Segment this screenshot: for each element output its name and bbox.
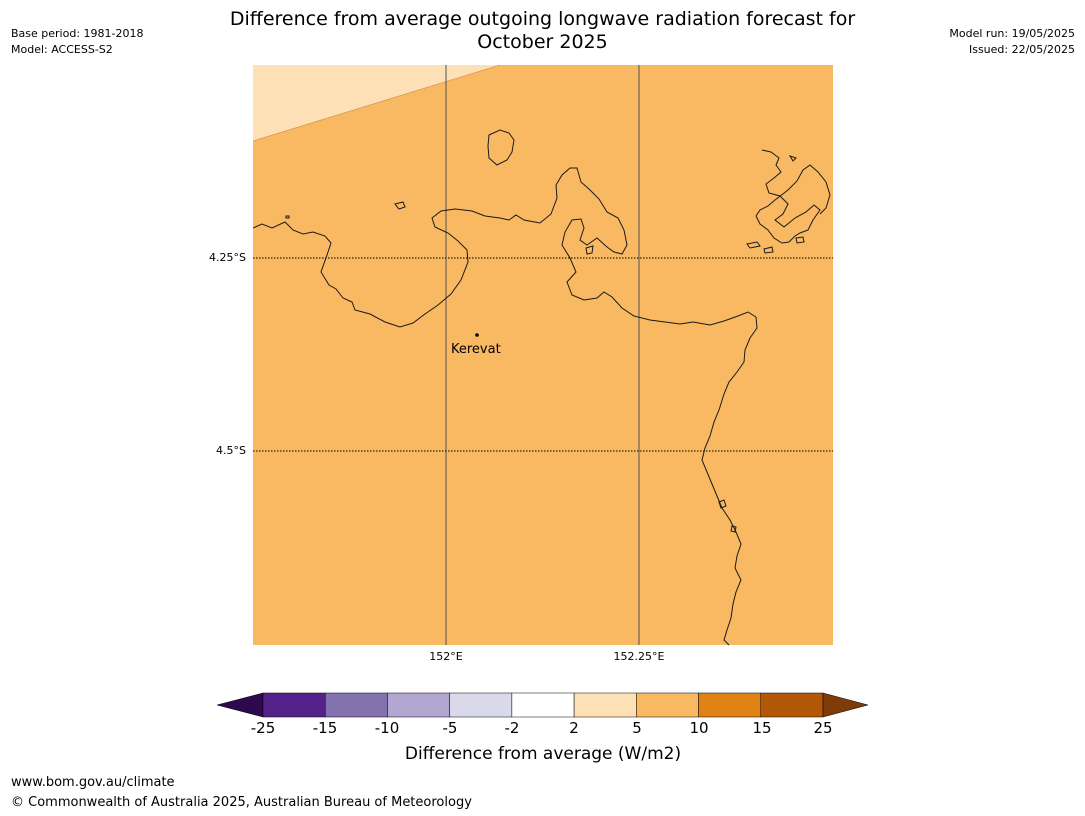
light-shade-boundary bbox=[252, 64, 501, 142]
coastline bbox=[252, 129, 831, 646]
footer-copyright: © Commonwealth of Australia 2025, Austra… bbox=[11, 795, 472, 810]
colorbar-tick-label: 25 bbox=[813, 719, 833, 737]
colorbar bbox=[216, 692, 869, 718]
lon-label-152-25e: 152.25°E bbox=[613, 650, 665, 663]
map-background-shade bbox=[253, 65, 833, 645]
colorbar-label: Difference from average (W/m2) bbox=[404, 744, 682, 764]
colorbar-swatch bbox=[449, 692, 513, 718]
islet-small-2 bbox=[285, 215, 290, 219]
header-right: Model run: 19/05/2025 Issued: 22/05/2025 bbox=[949, 26, 1075, 58]
colorbar-extend-high bbox=[822, 692, 869, 718]
colorbar-tick-label: -15 bbox=[312, 719, 338, 737]
footer-url: www.bom.gov.au/climate bbox=[11, 775, 175, 790]
colorbar-tick-label: -5 bbox=[442, 719, 458, 737]
header-left: Base period: 1981-2018 Model: ACCESS-S2 bbox=[11, 26, 143, 58]
islet-coast-2 bbox=[730, 525, 737, 533]
kerevat-marker bbox=[475, 333, 479, 337]
map-title-line2: October 2025 bbox=[477, 31, 608, 53]
map-title-line1: Difference from average outgoing longwav… bbox=[229, 8, 856, 30]
islet-coast-1 bbox=[718, 499, 727, 509]
place-label-kerevat: Kerevat bbox=[451, 342, 501, 357]
issued-text: Issued: 22/05/2025 bbox=[968, 43, 1075, 56]
lat-label-4-5s: 4.5°S bbox=[216, 444, 246, 457]
colorbar-swatch bbox=[262, 692, 326, 718]
colorbar-swatch bbox=[511, 692, 575, 718]
islet-east-1 bbox=[746, 241, 761, 249]
colorbar-swatch bbox=[324, 692, 388, 718]
islet-east-2 bbox=[763, 246, 774, 254]
colorbar-tick-label: 2 bbox=[569, 719, 579, 737]
colorbar-tick-label: 10 bbox=[689, 719, 709, 737]
colorbar-swatch bbox=[387, 692, 450, 718]
colorbar-swatch bbox=[760, 692, 824, 718]
colorbar-extend-low bbox=[216, 692, 264, 718]
map-title: Difference from average outgoing longwav… bbox=[190, 8, 895, 54]
islet-east-3 bbox=[795, 236, 805, 244]
colorbar-tick-label: -10 bbox=[374, 719, 400, 737]
lon-label-152e: 152°E bbox=[429, 650, 463, 663]
colorbar-tick-label: 15 bbox=[752, 719, 772, 737]
duke-of-york-islands bbox=[755, 149, 831, 244]
model-run-text: Model run: 19/05/2025 bbox=[949, 27, 1075, 40]
colorbar-swatch bbox=[636, 692, 699, 718]
coastline-main bbox=[252, 167, 758, 646]
base-period-text: Base period: 1981-2018 bbox=[11, 27, 144, 40]
island-north bbox=[487, 129, 515, 166]
islet-small-3 bbox=[585, 245, 594, 255]
colorbar-swatch bbox=[573, 692, 637, 718]
colorbar-tick-label: -25 bbox=[250, 719, 276, 737]
colorbar-swatch bbox=[698, 692, 762, 718]
model-text: Model: ACCESS-S2 bbox=[11, 43, 113, 56]
colorbar-tick-label: -2 bbox=[504, 719, 520, 737]
islet-east-4 bbox=[788, 155, 797, 162]
lat-label-4-25s: 4.25°S bbox=[209, 251, 246, 264]
colorbar-tick-label: 5 bbox=[632, 719, 642, 737]
islet-small-1 bbox=[394, 201, 406, 210]
